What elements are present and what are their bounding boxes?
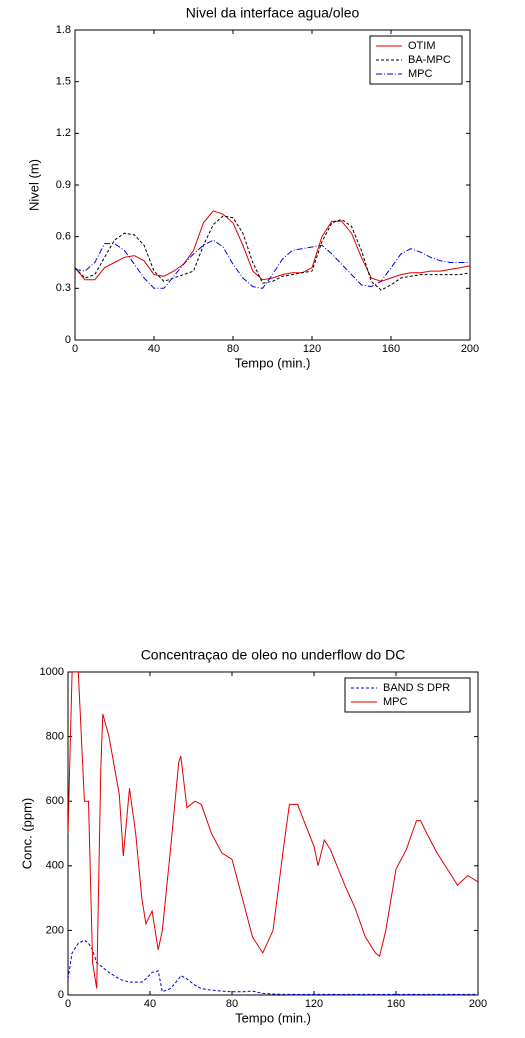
y-axis-label: Conc. (ppm) bbox=[19, 798, 34, 870]
y-axis-label: Nivel (m) bbox=[26, 159, 41, 211]
x-tick-label: 160 bbox=[382, 343, 400, 355]
y-tick-label: 400 bbox=[46, 860, 64, 872]
series-line bbox=[75, 215, 470, 291]
x-tick-label: 40 bbox=[148, 343, 160, 355]
y-tick-label: 0 bbox=[65, 334, 71, 346]
x-tick-label: 160 bbox=[387, 998, 405, 1010]
legend-label: MPC bbox=[383, 696, 408, 708]
x-tick-label: 80 bbox=[227, 343, 239, 355]
series-line bbox=[68, 939, 478, 995]
chart-title: Nivel da interface agua/oleo bbox=[186, 5, 360, 21]
y-tick-label: 1.8 bbox=[56, 24, 71, 36]
x-axis-label: Tempo (min.) bbox=[235, 1010, 311, 1025]
legend-label: OTIM bbox=[408, 40, 436, 52]
chart-title: Concentraçao de oleo no underflow do DC bbox=[141, 647, 406, 663]
y-tick-label: 0.6 bbox=[56, 231, 71, 243]
x-tick-label: 40 bbox=[144, 998, 156, 1010]
y-tick-label: 0.9 bbox=[56, 179, 71, 191]
series-line bbox=[75, 210, 470, 282]
x-tick-label: 200 bbox=[461, 343, 479, 355]
x-tick-label: 0 bbox=[65, 998, 71, 1010]
x-tick-label: 120 bbox=[303, 343, 321, 355]
y-tick-label: 1.2 bbox=[56, 127, 71, 139]
x-tick-label: 120 bbox=[305, 998, 323, 1010]
y-tick-label: 1000 bbox=[40, 666, 64, 678]
x-tick-label: 200 bbox=[469, 998, 487, 1010]
x-tick-label: 0 bbox=[72, 343, 78, 355]
legend-box bbox=[369, 35, 463, 85]
plot-area bbox=[67, 671, 479, 996]
legend-label: BAND S DPR bbox=[383, 682, 450, 694]
y-tick-label: 200 bbox=[46, 924, 64, 936]
series-line bbox=[75, 239, 470, 289]
legend-label: BA-MPC bbox=[408, 54, 451, 66]
y-tick-label: 0.3 bbox=[56, 282, 71, 294]
legend-box bbox=[344, 677, 471, 713]
legend-label: MPC bbox=[408, 68, 433, 80]
y-tick-label: 600 bbox=[46, 795, 64, 807]
y-tick-label: 800 bbox=[46, 731, 64, 743]
series-line bbox=[68, 672, 478, 989]
y-tick-label: 1.5 bbox=[56, 76, 71, 88]
y-tick-label: 0 bbox=[58, 989, 64, 1001]
x-axis-label: Tempo (min.) bbox=[235, 355, 311, 370]
x-tick-label: 80 bbox=[226, 998, 238, 1010]
